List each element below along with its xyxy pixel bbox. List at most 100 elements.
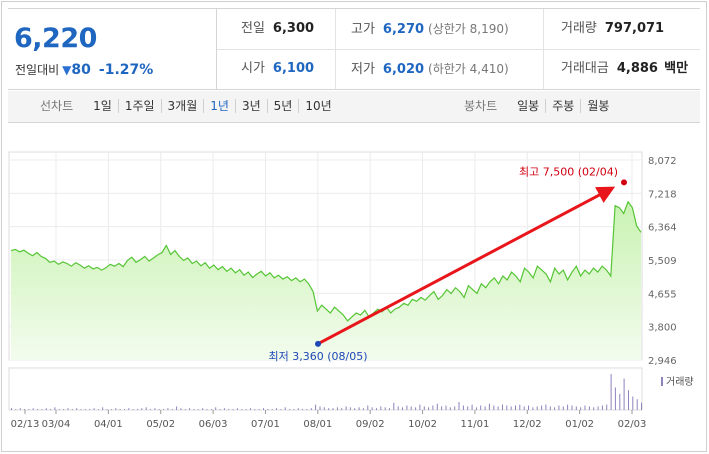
volume-bar	[628, 390, 629, 410]
y-tick-label: 3,800	[648, 323, 677, 334]
volume-bar	[562, 406, 564, 410]
volume-bar	[263, 408, 264, 410]
trend-arrow	[317, 186, 616, 346]
tab-period-3[interactable]: 1년	[203, 99, 235, 113]
volume-bar	[449, 407, 451, 410]
volume-bar	[58, 409, 60, 410]
tab-period-2[interactable]: 3개월	[160, 99, 204, 113]
volume-bar	[371, 407, 373, 410]
tab-candle-0[interactable]: 일봉	[517, 99, 540, 113]
x-tick-label: 05/02	[146, 419, 175, 430]
stats-panel: 전일 6,300 고가 6,270 (상한가 8,190) 거래량 797,071 시가…	[217, 9, 700, 89]
price-line	[10, 200, 642, 322]
tab-candle-1[interactable]: 주봉	[545, 99, 581, 113]
volume-bar	[528, 405, 529, 410]
volume-bar	[410, 406, 412, 410]
volume-bar	[271, 409, 273, 410]
volume-bar	[554, 407, 556, 410]
period-tabs: 선차트 1일 1주일 3개월 1년 3년 5년 10년	[40, 91, 338, 122]
volume-bar	[367, 405, 369, 410]
volume-bar	[28, 409, 30, 410]
volume-bar	[445, 405, 447, 410]
volume-bar	[428, 407, 430, 410]
volume-bar	[19, 408, 21, 410]
volume-bar	[523, 406, 525, 410]
volume-bar	[588, 406, 590, 410]
volume-bar	[236, 408, 238, 410]
volume-bar	[623, 378, 625, 410]
volume-bar	[167, 408, 169, 410]
y-tick-label: 7,218	[648, 189, 677, 200]
volume-bar	[219, 409, 221, 410]
volume-bar	[228, 409, 230, 410]
volume-bar	[302, 409, 304, 410]
volume-bar	[11, 408, 12, 410]
volume-bar	[515, 405, 516, 410]
tab-period-1[interactable]: 1주일	[117, 99, 161, 113]
volume-bar	[71, 409, 73, 410]
volume-bar	[293, 409, 295, 410]
tab-candle-2[interactable]: 월봉	[580, 99, 616, 113]
candle-chart-label: 봉차트	[464, 99, 498, 113]
volume-bar	[128, 408, 130, 410]
volume-legend-label: 거래량	[666, 376, 694, 388]
volume-bar	[484, 406, 486, 410]
volume-bar	[102, 407, 104, 410]
volume-bar	[632, 396, 634, 410]
volume-bar	[154, 408, 156, 410]
volume-bar	[380, 406, 382, 410]
volume-bar	[97, 409, 99, 410]
volume-bar	[345, 406, 347, 410]
tab-period-4[interactable]: 3년	[234, 99, 267, 113]
chart-toolbar: 선차트 1일 1주일 3개월 1년 3년 5년 10년 봉차트 일봉 주봉 월봉	[8, 91, 700, 123]
volume-bar	[184, 409, 186, 410]
volume-bar	[567, 404, 569, 410]
volume-bar	[306, 409, 308, 410]
volume-bar	[397, 406, 399, 410]
tab-period-0[interactable]: 1일	[93, 99, 112, 113]
volume-bar	[558, 405, 560, 410]
change-percent: -1.27%	[98, 62, 154, 78]
volume-bar	[545, 404, 547, 410]
volume-bar	[354, 408, 356, 410]
volume-bar	[506, 405, 508, 410]
volume-bar	[488, 403, 490, 410]
volume-bar	[441, 406, 443, 410]
low-point-marker	[315, 340, 321, 347]
y-tick-label: 5,509	[648, 256, 677, 267]
volume-bar	[549, 406, 551, 410]
volume-bar	[384, 407, 386, 410]
volume-bar	[349, 407, 351, 410]
volume-bar	[124, 409, 125, 410]
x-tick-label: 02/03	[618, 419, 647, 430]
volume-bar	[158, 409, 160, 410]
volume-bar	[454, 406, 456, 410]
volume-bar	[475, 407, 477, 410]
volume-bar	[223, 408, 225, 410]
volume-bar	[63, 409, 65, 410]
volume-bar	[84, 409, 86, 410]
volume-bar	[137, 409, 138, 410]
volume-bar	[497, 406, 499, 410]
volume-bar	[389, 408, 390, 410]
volume-bar	[254, 409, 256, 410]
volume-bar	[284, 407, 286, 410]
volume-bar	[641, 402, 642, 410]
volume-bar	[614, 387, 616, 410]
volume-bar	[536, 406, 538, 410]
volume-bar	[436, 403, 438, 410]
low-annotation: 최저 3,360 (08/05)	[268, 350, 367, 363]
price-panel: 6,220 전일대비 ▼80 -1.27%	[8, 9, 217, 89]
volume-bar	[50, 409, 52, 410]
volume-bar	[580, 407, 582, 410]
volume-bar	[163, 409, 165, 410]
tab-period-5[interactable]: 5년	[266, 99, 299, 113]
x-tick-label: 01/02	[565, 419, 594, 430]
volume-bar	[393, 402, 395, 410]
volume-bar	[532, 407, 534, 410]
change-label: 전일대비	[15, 63, 60, 77]
volume-bar	[150, 409, 151, 410]
tab-period-6[interactable]: 10년	[298, 99, 338, 113]
volume-bar	[67, 408, 69, 410]
